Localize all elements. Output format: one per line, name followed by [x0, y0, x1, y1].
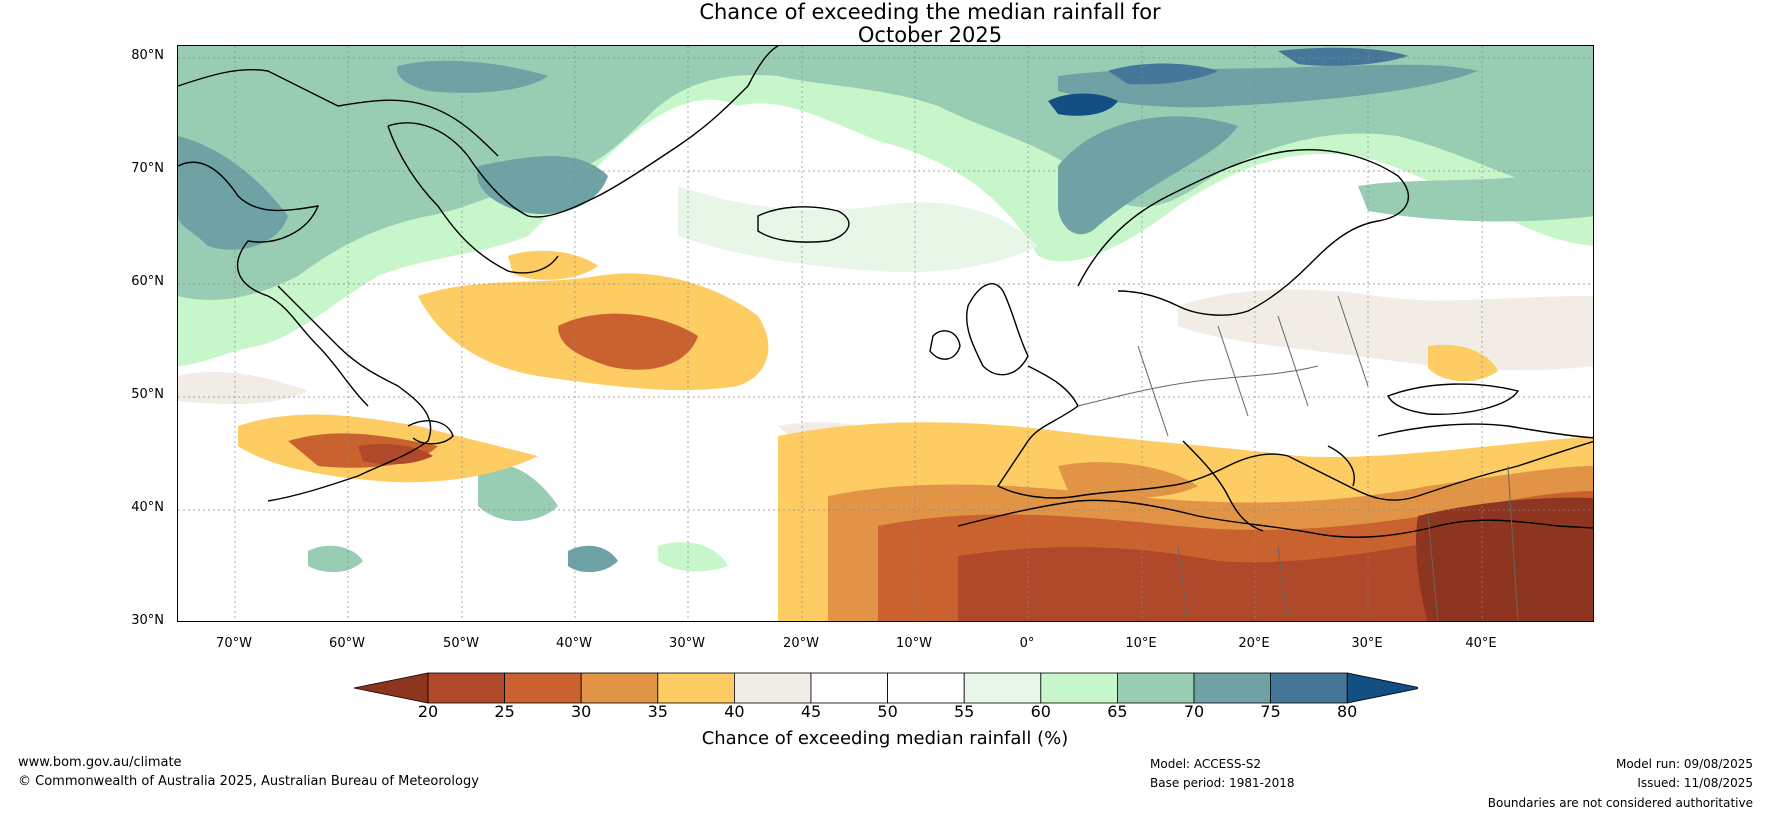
- footer-disclaimer: Boundaries are not considered authoritat…: [1487, 796, 1753, 810]
- colorbar-segment: [1040, 672, 1118, 704]
- colorbar-label: Chance of exceeding median rainfall (%): [701, 728, 1069, 749]
- footer-issued: Issued: 11/08/2025: [1637, 776, 1753, 790]
- colorbar-tick-label: 80: [1337, 702, 1358, 721]
- map-title-line1: Chance of exceeding the median rainfall …: [699, 0, 1161, 24]
- colorbar: [354, 672, 1418, 704]
- colorbar-tick-label: 20: [417, 702, 439, 721]
- map-title-line2: October 2025: [857, 23, 1003, 47]
- colorbar-tick-label: 35: [647, 702, 668, 721]
- colorbar-segment: [657, 672, 735, 704]
- lat-label-30n: 30°N: [131, 613, 164, 628]
- footer-copyright: © Commonwealth of Australia 2025, Austra…: [18, 774, 479, 789]
- lat-label-60n: 60°N: [131, 274, 164, 289]
- colorbar-tick-label: 25: [494, 702, 515, 721]
- lon-label-40e: 40°E: [1465, 636, 1497, 651]
- colorbar-segment: [1270, 672, 1348, 704]
- colorbar-tick-label: 30: [571, 702, 592, 721]
- footer-model-run: Model run: 09/08/2025: [1615, 757, 1753, 771]
- lon-label-30w: 30°W: [669, 636, 705, 651]
- colorbar-segment: [427, 672, 505, 704]
- lon-label-20w: 20°W: [783, 636, 819, 651]
- footer-model: Model: ACCESS-S2: [1150, 757, 1262, 771]
- colorbar-tick-label: 65: [1107, 702, 1128, 721]
- high-probability-regions: [178, 46, 1593, 573]
- colorbar-tick-label: 55: [954, 702, 975, 721]
- footer-base-period: Base period: 1981-2018: [1150, 776, 1295, 790]
- colorbar-segment: [887, 672, 965, 704]
- lon-label-20e: 20°E: [1238, 636, 1270, 651]
- colorbar-tick-label: 45: [800, 702, 822, 721]
- country-borders: [1077, 295, 1519, 621]
- colorbar-tick-label: 50: [877, 702, 898, 721]
- colorbar-segment: [963, 672, 1042, 704]
- lat-label-70n: 70°N: [131, 161, 164, 176]
- colorbar-low-extension: [354, 672, 429, 704]
- colorbar-tick-label: 40: [724, 702, 745, 721]
- colorbar-tick-label: 60: [1030, 702, 1051, 721]
- lon-label-50w: 50°W: [443, 636, 479, 651]
- low-probability-regions: [238, 250, 1593, 621]
- colorbar-high-extension: [1346, 672, 1418, 704]
- lon-label-30e: 30°E: [1351, 636, 1383, 651]
- colorbar-segment: [810, 672, 888, 704]
- lon-label-70w: 70°W: [216, 636, 252, 651]
- footer-website: www.bom.gov.au/climate: [18, 755, 182, 770]
- colorbar-segment: [580, 672, 659, 704]
- colorbar-segment: [1117, 672, 1195, 704]
- colorbar-segment: [1193, 672, 1271, 704]
- rainfall-outlook-map: [177, 45, 1594, 622]
- lat-label-50n: 50°N: [131, 387, 164, 402]
- lon-label-10w: 10°W: [896, 636, 932, 651]
- lon-label-10e: 10°E: [1125, 636, 1157, 651]
- colorbar-tick-label: 70: [1183, 702, 1205, 721]
- near-median-regions: [178, 186, 1593, 466]
- lat-label-40n: 40°N: [131, 500, 164, 515]
- lat-label-80n: 80°N: [131, 48, 164, 63]
- lon-label-60w: 60°W: [329, 636, 365, 651]
- colorbar-tick-label: 75: [1260, 702, 1281, 721]
- colorbar-segment: [504, 672, 582, 704]
- coastlines: [178, 46, 1593, 538]
- lon-label-0: 0°: [1019, 636, 1035, 651]
- colorbar-segment: [733, 672, 812, 704]
- lon-label-40w: 40°W: [556, 636, 592, 651]
